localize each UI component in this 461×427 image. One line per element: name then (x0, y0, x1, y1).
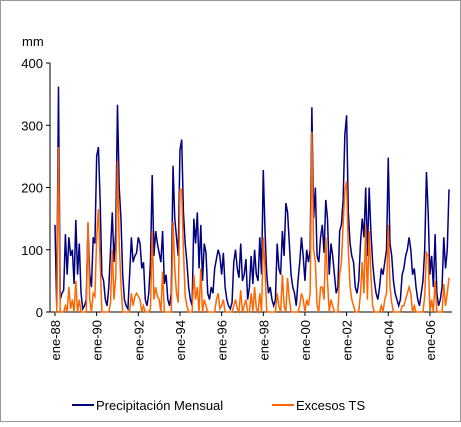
x-tick-label: ene-94 (173, 320, 188, 360)
x-tick-label: ene-88 (48, 320, 63, 360)
legend-label: Precipitación Mensual (96, 398, 223, 413)
legend-label: Excesos TS (296, 398, 365, 413)
x-tick-label: ene-90 (90, 320, 105, 360)
y-tick-label: 200 (21, 181, 43, 196)
y-tick-label: 400 (21, 56, 43, 71)
x-tick-label: ene-00 (298, 320, 313, 360)
x-tick-label: ene-96 (215, 320, 230, 360)
series-line (54, 86, 450, 312)
x-tick-label: ene-98 (256, 320, 271, 360)
y-axis-label: mm (22, 34, 44, 49)
y-tick-label: 0 (36, 305, 43, 320)
x-tick-label: ene-02 (340, 320, 355, 360)
y-tick-label: 300 (21, 118, 43, 133)
x-tick-label: ene-06 (423, 320, 438, 360)
x-tick-label: ene-92 (131, 320, 146, 360)
y-tick-label: 100 (21, 243, 43, 258)
x-tick-label: ene-04 (381, 320, 396, 360)
series-line (55, 131, 450, 315)
